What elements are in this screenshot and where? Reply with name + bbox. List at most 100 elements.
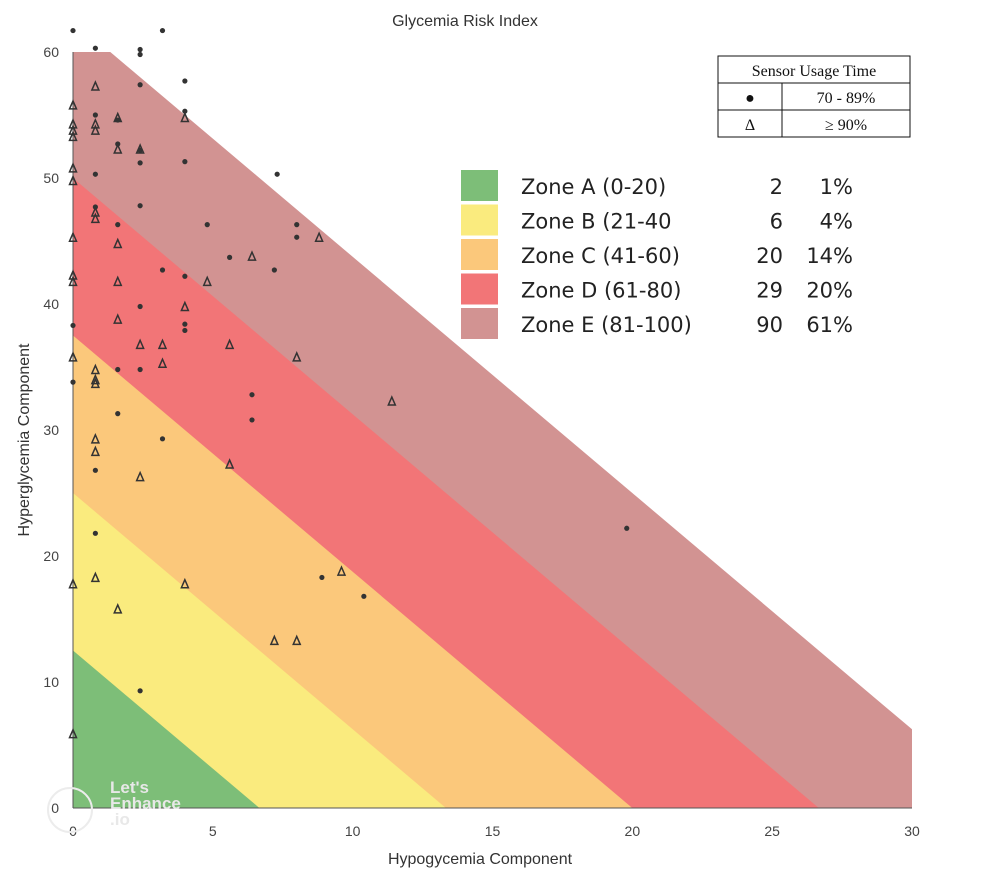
data-point-triangle — [90, 373, 101, 385]
data-point-dot — [137, 203, 143, 209]
zone-count: 2 — [770, 175, 783, 199]
data-point-triangle — [113, 143, 123, 154]
data-point-dot — [319, 574, 325, 581]
data-point-triangle — [135, 143, 145, 154]
data-point-triangle — [180, 577, 190, 589]
x-tick-label: 30 — [904, 823, 920, 839]
data-point-triangle — [292, 634, 302, 646]
y-tick-label: 10 — [43, 674, 59, 690]
data-point-dot — [115, 366, 121, 373]
data-point-triangle — [135, 338, 145, 350]
sensor-legend-title: Sensor Usage Time — [752, 63, 876, 80]
zone-percent: 14% — [806, 244, 853, 268]
data-point-dot — [137, 82, 143, 88]
data-point-triangle — [224, 338, 235, 350]
data-point-dot — [249, 417, 255, 423]
data-point-dot — [70, 379, 76, 385]
data-point-dot — [115, 222, 121, 228]
zone-band-2 — [73, 493, 446, 808]
data-point-dot — [92, 171, 98, 177]
triangle-marker-icon: Δ — [745, 117, 755, 134]
x-tick-label: 15 — [485, 823, 501, 839]
y-tick-label: 60 — [43, 44, 59, 60]
data-points — [68, 27, 630, 739]
data-point-dot — [182, 327, 188, 334]
data-point-dot — [182, 108, 188, 114]
data-point-triangle — [90, 377, 101, 389]
data-point-triangle — [90, 124, 101, 135]
data-point-dot — [137, 51, 143, 58]
zone-swatch — [461, 204, 498, 236]
y-tick-label: 20 — [43, 548, 59, 564]
data-point-triangle — [113, 237, 123, 249]
y-tick-label: 30 — [43, 422, 59, 438]
y-tick-label: 50 — [43, 170, 59, 186]
data-point-dot — [92, 45, 98, 51]
zone-swatch — [461, 170, 498, 201]
x-axis-label: Hypogycemia Component — [388, 851, 573, 868]
data-point-dot — [182, 159, 188, 165]
data-point-dot — [361, 593, 367, 599]
data-point-dot — [137, 688, 143, 694]
data-point-triangle — [247, 250, 257, 261]
zone-band-1 — [73, 650, 260, 808]
zone-count: 29 — [756, 279, 783, 303]
zone-swatch — [461, 308, 498, 339]
x-tick-label: 10 — [345, 823, 361, 839]
data-point-dot — [137, 160, 143, 166]
data-point-triangle — [68, 99, 78, 110]
data-point-dot — [294, 234, 300, 240]
data-point-triangle — [113, 275, 123, 287]
zone-swatch — [461, 273, 498, 305]
data-point-dot — [204, 222, 210, 228]
zone-label: Zone A (0-20) — [521, 175, 666, 199]
data-point-triangle — [90, 363, 101, 375]
data-point-triangle — [113, 603, 123, 614]
zone-count: 20 — [756, 244, 783, 268]
data-point-triangle — [68, 162, 78, 173]
data-point-dot — [271, 267, 277, 273]
data-point-triangle — [336, 565, 347, 576]
y-tick-label: 0 — [51, 800, 59, 816]
zone-count: 6 — [770, 210, 783, 234]
data-point-triangle — [269, 634, 280, 646]
data-point-dot — [274, 171, 280, 177]
data-point-triangle — [90, 445, 101, 457]
data-point-dot — [159, 436, 166, 442]
zone-label: Zone D (61-80) — [521, 279, 681, 303]
data-point-triangle — [180, 111, 190, 123]
data-point-dot — [159, 27, 166, 34]
data-point-dot — [137, 303, 143, 310]
watermark-text: Let's — [110, 778, 149, 797]
data-point-dot — [294, 222, 300, 228]
y-tick-label: 40 — [43, 296, 59, 312]
data-point-triangle — [68, 130, 78, 142]
data-point-triangle — [68, 174, 78, 186]
data-point-dot — [624, 525, 630, 531]
data-point-triangle — [180, 300, 190, 312]
zone-percent: 20% — [806, 279, 853, 303]
dot-marker-icon: ● — [745, 90, 755, 107]
zone-percent: 4% — [820, 210, 853, 234]
zone-label: Zone B (21-40 — [521, 210, 671, 234]
data-point-dot — [70, 322, 76, 329]
watermark-text: Enhance — [110, 794, 181, 813]
data-point-dot — [249, 392, 255, 398]
data-point-dot — [182, 273, 188, 279]
watermark-logo-icon — [47, 787, 93, 833]
zone-label: Zone E (81-100) — [521, 313, 692, 337]
data-point-dot — [159, 267, 166, 273]
data-point-triangle — [314, 231, 324, 242]
data-point-dot — [227, 254, 233, 260]
data-point-dot — [115, 411, 121, 417]
data-point-dot — [92, 530, 98, 536]
zone-percent: 1% — [820, 175, 853, 199]
zone-count: 90 — [756, 313, 783, 337]
zone-swatch — [461, 239, 498, 270]
y-axis-label: Hyperglycemia Component — [16, 343, 33, 537]
data-point-triangle — [90, 212, 101, 224]
data-point-dot — [137, 366, 143, 373]
data-point-triangle — [68, 727, 78, 739]
x-tick-label: 5 — [209, 823, 217, 839]
